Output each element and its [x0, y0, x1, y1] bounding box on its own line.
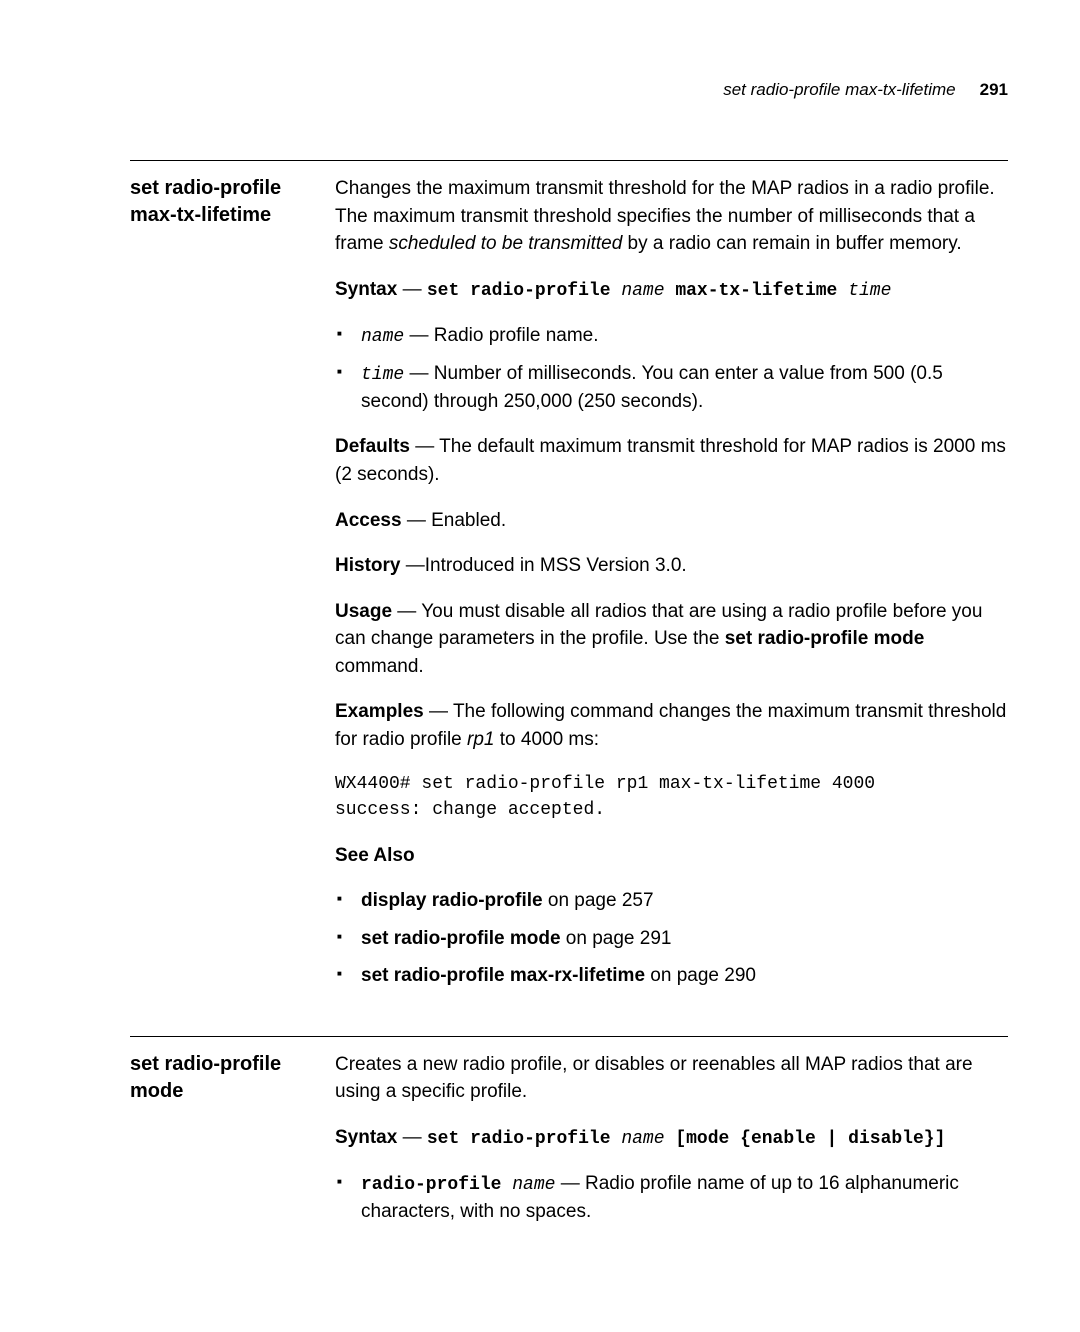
param-text: — Radio profile name. — [404, 325, 598, 346]
text: — — [397, 279, 427, 300]
list-item: name — Radio profile name. — [335, 322, 1008, 350]
defaults-label: Defaults — [335, 436, 410, 457]
running-header: set radio-profile max-tx-lifetime 291 — [130, 80, 1008, 100]
syntax-line: Syntax — set radio-profile name [mode {e… — [335, 1124, 1008, 1152]
param-code: name — [361, 327, 404, 347]
examples-paragraph: Examples — The following command changes… — [335, 698, 1008, 753]
syntax-cmd: max-tx-lifetime — [665, 281, 849, 301]
history-label: History — [335, 555, 400, 576]
param-code-italic: name — [512, 1175, 555, 1195]
list-item: radio-profile name — Radio profile name … — [335, 1170, 1008, 1226]
access-paragraph: Access — Enabled. — [335, 507, 1008, 535]
text: by a radio can remain in buffer memory. — [622, 233, 961, 254]
examples-label: Examples — [335, 701, 424, 722]
text: on page 290 — [645, 965, 756, 986]
text: —Introduced in MSS Version 3.0. — [400, 555, 686, 576]
text: — Enabled. — [402, 510, 507, 531]
section-divider — [130, 1036, 1008, 1037]
text: to 4000 ms: — [494, 729, 599, 750]
syntax-label: Syntax — [335, 1127, 397, 1148]
italic-text: rp1 — [467, 729, 494, 750]
bold-text: set radio-profile mode — [725, 628, 925, 649]
syntax-cmd: set radio-profile — [427, 281, 621, 301]
parameter-list: name — Radio profile name. time — Number… — [335, 322, 1008, 416]
syntax-label: Syntax — [335, 279, 397, 300]
syntax-param: name — [621, 281, 664, 301]
usage-paragraph: Usage — You must disable all radios that… — [335, 598, 1008, 681]
syntax-param: time — [848, 281, 891, 301]
text: on page 257 — [543, 890, 654, 911]
text: command. — [335, 656, 424, 677]
parameter-list: radio-profile name — Radio profile name … — [335, 1170, 1008, 1226]
syntax-line: Syntax — set radio-profile name max-tx-l… — [335, 276, 1008, 304]
section-body: Creates a new radio profile, or disables… — [335, 1051, 1008, 1244]
link-text: set radio-profile max-rx-lifetime — [361, 965, 645, 986]
list-item: time — Number of milliseconds. You can e… — [335, 360, 1008, 416]
text: on page 291 — [561, 928, 672, 949]
section-max-tx-lifetime: set radio-profile max-tx-lifetime Change… — [130, 175, 1008, 1008]
section-mode: set radio-profile mode Creates a new rad… — [130, 1051, 1008, 1244]
intro-paragraph: Creates a new radio profile, or disables… — [335, 1051, 1008, 1106]
history-paragraph: History —Introduced in MSS Version 3.0. — [335, 552, 1008, 580]
page-number: 291 — [980, 80, 1008, 99]
link-text: set radio-profile mode — [361, 928, 561, 949]
syntax-cmd: set radio-profile — [427, 1129, 621, 1149]
example-code-block: WX4400# set radio-profile rp1 max-tx-lif… — [335, 771, 1008, 823]
list-item: display radio-profile on page 257 — [335, 887, 1008, 915]
section-title: set radio-profile mode — [130, 1051, 335, 1244]
intro-paragraph: Changes the maximum transmit threshold f… — [335, 175, 1008, 258]
see-also-label: See Also — [335, 842, 1008, 870]
usage-label: Usage — [335, 601, 392, 622]
list-item: set radio-profile max-rx-lifetime on pag… — [335, 962, 1008, 990]
page: set radio-profile max-tx-lifetime 291 set… — [0, 0, 1080, 1332]
section-body: Changes the maximum transmit threshold f… — [335, 175, 1008, 1008]
text: — The default maximum transmit threshold… — [335, 436, 1006, 485]
italic-text: scheduled to be transmitted — [389, 233, 622, 254]
param-code: time — [361, 365, 404, 385]
param-code: radio-profile — [361, 1175, 512, 1195]
running-header-title: set radio-profile max-tx-lifetime — [723, 80, 955, 99]
link-text: display radio-profile — [361, 890, 543, 911]
section-divider — [130, 160, 1008, 161]
defaults-paragraph: Defaults — The default maximum transmit … — [335, 433, 1008, 488]
syntax-param: name — [621, 1129, 664, 1149]
see-also-list: display radio-profile on page 257 set ra… — [335, 887, 1008, 990]
syntax-cmd: [mode {enable | disable}] — [665, 1129, 946, 1149]
list-item: set radio-profile mode on page 291 — [335, 925, 1008, 953]
text: — The following command changes the maxi… — [335, 701, 1006, 750]
text: — — [397, 1127, 427, 1148]
access-label: Access — [335, 510, 402, 531]
param-text: — Number of milliseconds. You can enter … — [361, 363, 943, 412]
section-title: set radio-profile max-tx-lifetime — [130, 175, 335, 1008]
